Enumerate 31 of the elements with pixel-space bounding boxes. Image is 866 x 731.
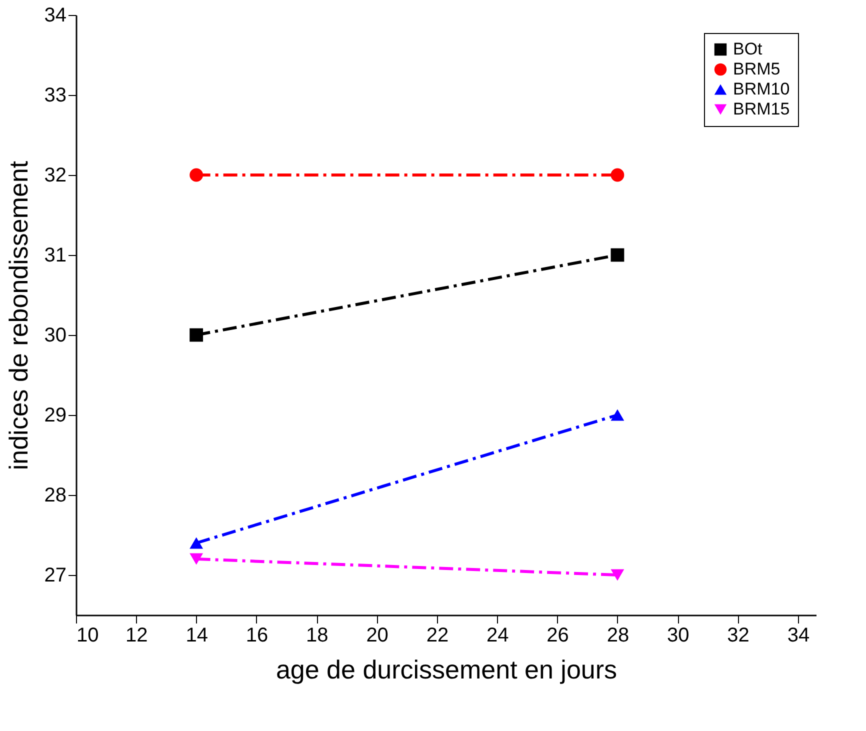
y-tick-label: 28 — [44, 484, 66, 506]
x-tick-label: 10 — [76, 624, 99, 646]
x-tick-label: 12 — [126, 624, 148, 646]
x-tick-label: 24 — [486, 624, 509, 646]
point — [610, 248, 624, 262]
x-tick-label: 16 — [246, 624, 268, 646]
point — [610, 168, 624, 182]
x-tick-label: 34 — [787, 624, 810, 646]
y-tick-label: 31 — [44, 244, 66, 266]
x-tick-label: 26 — [546, 624, 569, 646]
legend-label: BOt — [733, 40, 763, 58]
x-tick-label: 20 — [366, 624, 388, 646]
x-axis-title: age de durcissement en jours — [276, 654, 618, 684]
point — [190, 328, 204, 342]
y-tick-label: 30 — [44, 324, 66, 346]
point — [190, 168, 204, 182]
x-tick-label: 18 — [306, 624, 328, 646]
y-tick-label: 27 — [44, 564, 66, 586]
legend-label: BRM15 — [733, 100, 790, 118]
y-tick-label: 33 — [44, 84, 66, 106]
y-tick-label: 29 — [44, 404, 66, 426]
x-tick-label: 32 — [727, 624, 750, 646]
x-tick-label: 28 — [606, 624, 630, 646]
y-axis-title: indices de rebondissement — [3, 160, 34, 470]
legend-label: BRM10 — [733, 80, 790, 98]
y-tick-label: 34 — [44, 4, 66, 26]
y-tick-label: 32 — [44, 164, 66, 186]
x-tick-label: 30 — [667, 624, 690, 646]
legend-label: BRM5 — [733, 60, 780, 78]
x-tick-label: 22 — [426, 624, 449, 646]
x-tick-label: 14 — [186, 624, 208, 646]
